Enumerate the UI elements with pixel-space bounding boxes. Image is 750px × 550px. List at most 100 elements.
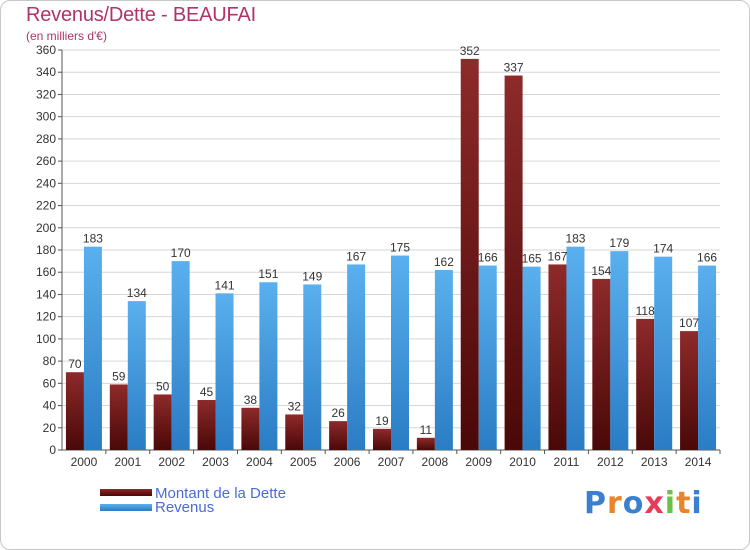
- data-label: 151: [258, 267, 278, 281]
- x-tick-label: 2011: [554, 455, 580, 469]
- bar-revenus: [434, 270, 453, 450]
- x-tick-label: 2006: [334, 455, 361, 469]
- data-label: 26: [331, 406, 345, 420]
- bar-revenus: [303, 284, 322, 450]
- logo-letter: o: [622, 486, 645, 521]
- y-tick-label: 260: [36, 154, 56, 168]
- chart-subtitle: (en milliers d'€): [26, 29, 107, 43]
- data-label: 179: [609, 236, 629, 250]
- data-label: 183: [565, 232, 585, 246]
- x-tick-label: 2000: [71, 455, 98, 469]
- logo-letter: x: [644, 486, 665, 521]
- bar-dette: [592, 278, 611, 450]
- data-label: 337: [504, 61, 524, 75]
- bar-revenus: [347, 264, 366, 450]
- bar-revenus: [522, 266, 541, 450]
- y-tick-label: 220: [36, 199, 56, 213]
- data-label: 175: [390, 241, 410, 255]
- bar-dette: [109, 384, 128, 450]
- logo-letter: t: [676, 486, 692, 521]
- x-tick-label: 2008: [422, 455, 449, 469]
- y-tick-label: 20: [43, 421, 57, 435]
- data-label: 174: [653, 242, 673, 256]
- data-label: 50: [156, 379, 170, 393]
- y-tick-label: 120: [36, 310, 56, 324]
- bar-revenus: [698, 265, 717, 450]
- bar-dette: [548, 264, 567, 450]
- y-tick-label: 100: [36, 332, 56, 346]
- bar-revenus: [610, 251, 629, 450]
- data-label: 162: [434, 255, 454, 269]
- bar-dette: [285, 414, 304, 450]
- data-label: 107: [679, 316, 699, 330]
- data-label: 166: [697, 251, 717, 265]
- logo-letter: r: [607, 486, 623, 521]
- data-label: 170: [171, 246, 191, 260]
- bars: [65, 58, 717, 451]
- bar-revenus: [391, 255, 409, 450]
- data-label: 154: [591, 264, 611, 278]
- y-tick-label: 360: [36, 43, 56, 57]
- bar-dette: [153, 394, 172, 450]
- y-tick-label: 40: [43, 399, 57, 413]
- y-tick-label: 0: [49, 443, 56, 457]
- bar-dette: [329, 421, 348, 450]
- x-tick-label: 2003: [202, 455, 229, 469]
- x-tick-label: 2014: [685, 455, 712, 469]
- data-label: 183: [83, 232, 103, 246]
- x-tick-label: 2010: [509, 455, 536, 469]
- data-label: 167: [547, 249, 567, 263]
- data-label: 45: [200, 385, 214, 399]
- proxiti-logo: Proxiti: [584, 486, 703, 521]
- logo-letter: i: [664, 486, 677, 521]
- data-label: 141: [215, 278, 235, 292]
- y-tick-label: 300: [36, 110, 56, 124]
- x-tick-label: 2001: [114, 455, 141, 469]
- y-tick-label: 80: [43, 354, 57, 368]
- legend-swatch-revenue: [100, 504, 152, 511]
- y-tick-label: 180: [36, 243, 56, 257]
- y-tick-label: 320: [36, 87, 56, 101]
- x-tick-label: 2013: [641, 455, 668, 469]
- data-label: 165: [522, 252, 542, 266]
- y-tick-label: 140: [36, 287, 56, 301]
- bar-revenus: [566, 246, 585, 450]
- data-label: 19: [375, 414, 389, 428]
- x-tick-label: 2012: [597, 455, 624, 469]
- axes: 0 20 40 60 80 100 120 140 160 180 200 220 240 260 280 3…: [36, 43, 721, 469]
- data-label: 11: [420, 423, 433, 437]
- x-tick-label: 2005: [290, 455, 317, 469]
- y-tick-label: 340: [36, 65, 56, 79]
- bar-revenus: [127, 301, 146, 450]
- y-tick-label: 160: [36, 265, 56, 279]
- data-label: 167: [346, 249, 366, 263]
- data-label: 166: [478, 251, 498, 265]
- data-label: 118: [636, 304, 655, 318]
- logo-letter: i: [691, 486, 703, 521]
- bar-dette: [504, 75, 523, 451]
- logo-letter: P: [584, 486, 607, 521]
- value-labels: 70 183 59 134 50 170 45 141 38 151 32 149 26 167 19 175…: [68, 44, 717, 437]
- x-tick-label: 2007: [378, 455, 405, 469]
- data-label: 70: [68, 357, 82, 371]
- x-tick-label: 2004: [246, 455, 273, 469]
- data-label: 38: [244, 393, 258, 407]
- data-label: 59: [112, 369, 126, 383]
- legend-swatch-debt: [100, 489, 152, 496]
- bar-dette: [680, 331, 699, 450]
- x-tick-label: 2002: [158, 455, 185, 469]
- bar-revenus: [654, 256, 673, 450]
- bar-revenus: [171, 261, 190, 450]
- legend-label-revenue: Revenus: [155, 499, 215, 516]
- y-tick-label: 280: [36, 132, 56, 146]
- y-tick-label: 200: [36, 221, 56, 235]
- legend-label-debt: Montant de la Dette: [155, 485, 286, 502]
- bar-dette: [460, 58, 479, 451]
- bar-dette: [416, 437, 435, 450]
- bar-dette: [241, 407, 260, 450]
- bar-revenus: [259, 282, 278, 450]
- data-label: 134: [127, 286, 147, 300]
- bar-dette: [636, 318, 655, 450]
- data-label: 32: [288, 399, 302, 413]
